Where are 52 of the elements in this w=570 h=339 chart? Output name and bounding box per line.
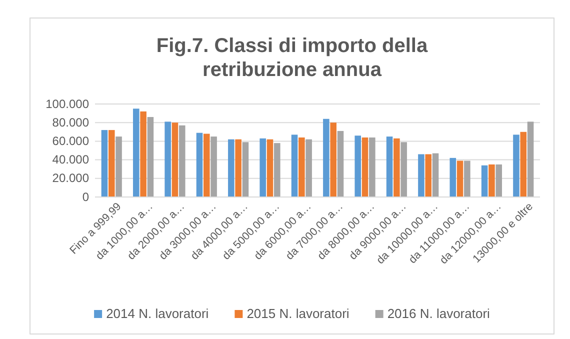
bar	[464, 160, 470, 197]
bar	[228, 139, 234, 197]
bar	[323, 118, 330, 197]
bar	[274, 143, 280, 197]
bar	[108, 130, 115, 197]
bar	[481, 165, 488, 197]
bar	[400, 142, 407, 197]
bar	[488, 164, 495, 197]
bar	[298, 137, 305, 197]
bar	[101, 130, 108, 197]
bar	[133, 108, 140, 197]
bar	[242, 142, 249, 197]
bar	[527, 122, 534, 197]
bar	[456, 160, 464, 197]
bar	[306, 139, 312, 197]
y-tick-label: 0	[82, 190, 90, 204]
bar	[196, 132, 203, 197]
bar	[140, 111, 146, 197]
bar	[450, 158, 456, 197]
bar	[330, 122, 336, 197]
bar	[386, 136, 393, 197]
bar	[354, 136, 362, 197]
bar	[116, 136, 122, 197]
bar	[204, 134, 210, 197]
bar	[291, 134, 298, 197]
bar	[362, 137, 368, 197]
bar	[178, 125, 186, 197]
bar	[260, 138, 266, 197]
bar	[394, 138, 400, 197]
bar	[235, 139, 242, 197]
bar	[513, 134, 520, 197]
bar	[418, 154, 424, 197]
y-tick-label: 80.000	[52, 115, 90, 130]
bar	[337, 130, 344, 197]
chart-title: Fig.7. Classi di importo della retribuzione annua	[156, 35, 428, 81]
bar	[164, 122, 171, 197]
bar	[210, 136, 217, 197]
bar	[520, 132, 527, 197]
bar	[369, 137, 376, 197]
bar	[496, 164, 502, 197]
legend-label: 2016 N. lavoratori	[387, 306, 490, 321]
legend-label: 2014 N. lavoratori	[106, 306, 209, 321]
bar	[425, 154, 432, 197]
y-tick-label: 20.000	[52, 171, 90, 186]
bar	[432, 153, 439, 197]
y-tick-label: 100.000	[46, 96, 90, 111]
y-tick-label: 60.000	[52, 134, 90, 148]
legend-label: 2015 N. lavoratori	[246, 306, 350, 321]
bar	[147, 117, 154, 197]
bar	[266, 139, 274, 197]
y-tick-label: 40.000	[52, 152, 90, 167]
bar	[172, 122, 178, 197]
